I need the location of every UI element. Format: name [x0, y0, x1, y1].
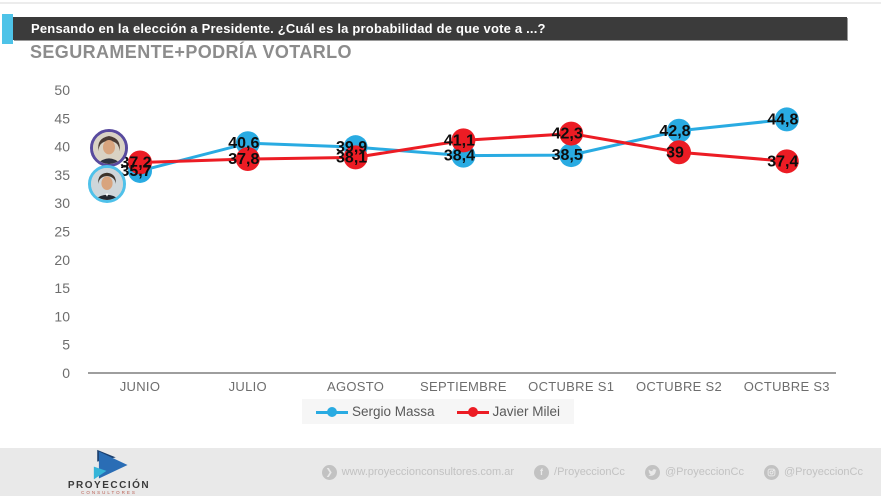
data-point-1-1 [235, 147, 260, 172]
data-label-0-0: 35,7 [120, 163, 151, 180]
data-label-1-2: 38,1 [336, 149, 367, 166]
chart-svg: 0 5 10 15 20 25 30 35 40 45 50 JUNIO JULIO AGOSTO SEPT… [54, 82, 836, 394]
legend-label-milei: Javier Milei [492, 404, 561, 419]
x-axis-label-5: OCTUBRE S2 [636, 379, 722, 394]
y-axis-tick-50: 50 [54, 82, 70, 98]
massa-face-icon [91, 168, 123, 200]
data-point-1-4 [559, 121, 584, 146]
instagram-icon [763, 464, 779, 480]
data-label-0-3: 38,4 [444, 148, 475, 165]
data-point-1-6 [774, 149, 799, 174]
question-banner: Pensando en la elección a Presidente. ¿C… [13, 17, 847, 40]
y-axis-tick-45: 45 [54, 110, 70, 126]
data-point-1-2 [343, 145, 368, 170]
legend-label-massa: Sergio Massa [352, 404, 435, 419]
footer: PROYECCIÓN CONSULTORES ❯ www.proyeccionc… [0, 448, 881, 496]
x-axis-label-3: SEPTIEMBRE [420, 379, 507, 394]
twitter-icon [644, 464, 660, 480]
chart-subtitle: SEGURAMENTE+PODRÍA VOTARLO [30, 42, 352, 62]
y-axis-tick-10: 10 [54, 308, 70, 324]
legend-item-massa: Sergio Massa [316, 404, 435, 419]
x-axis-label-2: AGOSTO [327, 379, 384, 394]
y-axis-tick-35: 35 [54, 167, 70, 183]
data-label-0-6: 44,8 [767, 111, 798, 128]
instagram-link[interactable]: @ProyeccionCc [763, 464, 863, 480]
proyeccion-logo-icon [93, 449, 128, 480]
brand-subname: CONSULTORES [81, 490, 137, 495]
facebook-icon: f [534, 464, 550, 480]
data-label-1-1: 37,8 [228, 151, 259, 168]
twitter-label: @ProyeccionCc [664, 466, 744, 478]
facebook-label: /ProyeccionCc [554, 466, 625, 478]
data-point-1-3 [451, 128, 476, 153]
data-label-0-4: 38,5 [552, 147, 583, 164]
twitter-link[interactable]: @ProyeccionCc [644, 464, 744, 480]
y-axis-tick-25: 25 [54, 224, 70, 240]
milei-series-marker-icon [456, 406, 489, 417]
y-axis-tick-0: 0 [62, 365, 70, 381]
chart-legend: Sergio Massa Javier Milei [302, 399, 575, 424]
legend-item-milei: Javier Milei [456, 404, 561, 419]
massa-series-marker-icon [316, 406, 348, 417]
x-axis-label-1: JULIO [229, 379, 267, 394]
javier-milei-avatar [90, 129, 128, 167]
accent-bar [2, 14, 13, 44]
data-point-0-5 [667, 118, 691, 143]
website-label: www.proyeccionconsultores.com.ar [341, 466, 515, 478]
top-divider [0, 2, 881, 4]
chart-area: 0 5 10 15 20 25 30 35 40 45 50 JUNIO JULIO AGOSTO SEPT… [54, 82, 836, 424]
facebook-link[interactable]: f /ProyeccionCc [534, 464, 625, 480]
data-label-0-2: 39,9 [336, 139, 367, 156]
y-axis-tick-40: 40 [54, 139, 70, 155]
data-point-0-6 [774, 107, 799, 132]
y-axis-tick-15: 15 [54, 280, 70, 296]
data-label-1-6: 37,4 [767, 153, 798, 170]
y-axis-tick-20: 20 [54, 252, 70, 268]
data-label-1-0: 37,2 [120, 154, 151, 171]
y-axis-tick-5: 5 [62, 337, 70, 353]
data-point-0-4 [559, 143, 584, 168]
data-point-1-5 [667, 140, 691, 165]
y-axis-tick-30: 30 [54, 195, 70, 211]
footer-links: ❯ www.proyeccionconsultores.com.ar f /Pr… [321, 448, 863, 496]
data-label-1-3: 41,1 [444, 132, 475, 149]
data-label-1-4: 42,3 [552, 126, 583, 143]
data-label-0-1: 40,6 [228, 135, 259, 152]
sergio-massa-avatar [88, 165, 126, 203]
data-label-1-5: 39 [666, 144, 684, 161]
x-axis-label-4: OCTUBRE S1 [528, 379, 614, 394]
data-label-0-5: 42,8 [659, 123, 690, 140]
instagram-label: @ProyeccionCc [783, 466, 863, 478]
brand-name: PROYECCIÓN [67, 480, 151, 491]
milei-face-icon [93, 132, 125, 164]
data-point-1-0 [128, 150, 152, 175]
website-icon: ❯ [321, 464, 337, 480]
brand-logo: PROYECCIÓN CONSULTORES [44, 449, 174, 496]
question-text: Pensando en la elección a Presidente. ¿C… [31, 21, 546, 36]
x-axis-label-0: JUNIO [120, 379, 161, 394]
website-link[interactable]: ❯ www.proyeccionconsultores.com.ar [321, 464, 515, 480]
x-axis-label-6: OCTUBRE S3 [744, 379, 830, 394]
